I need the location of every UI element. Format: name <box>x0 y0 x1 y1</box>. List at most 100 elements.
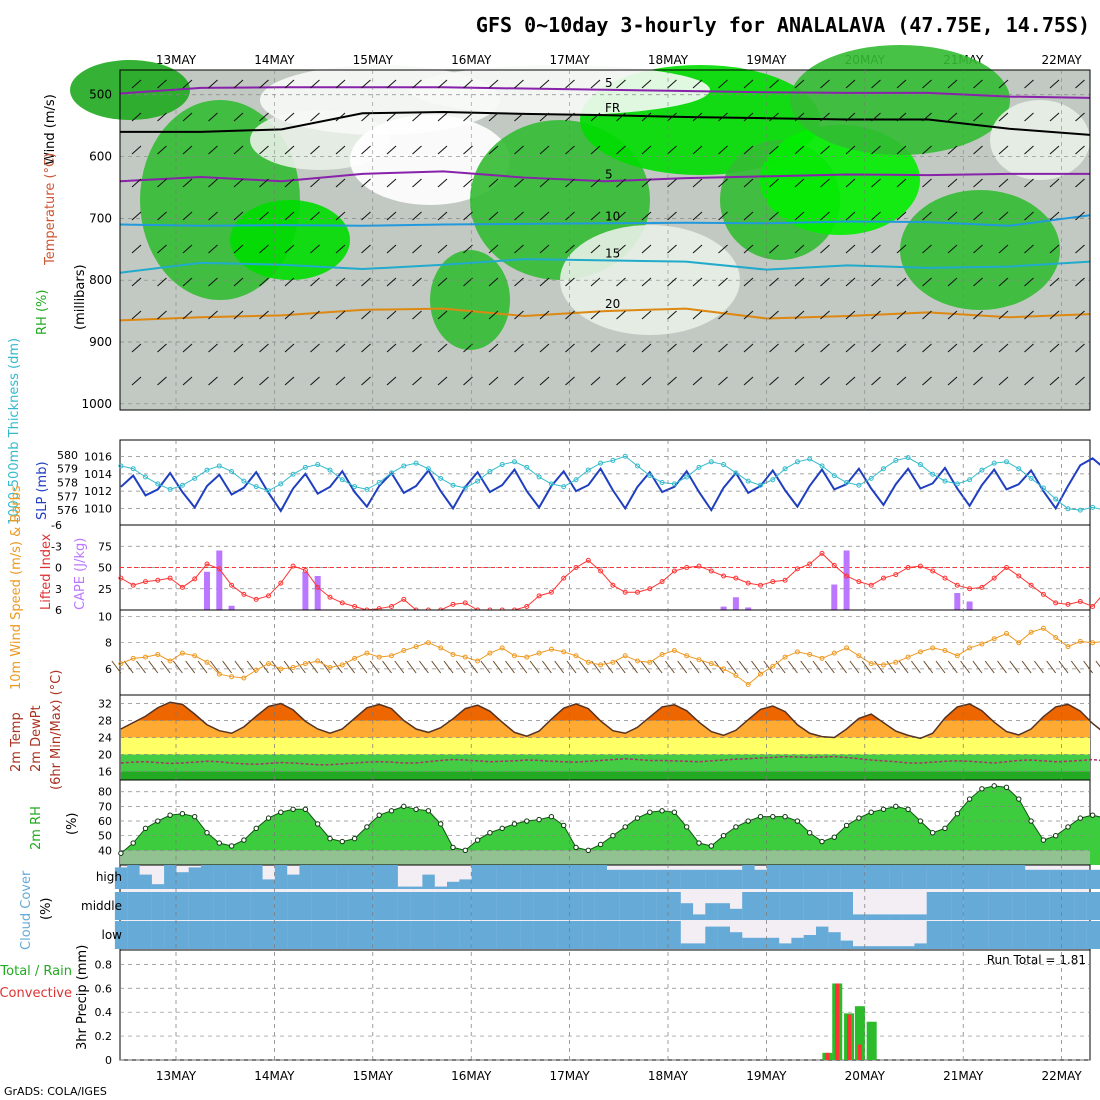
cloud-bar <box>791 937 804 949</box>
cloud-bar <box>164 921 177 949</box>
cloud-bar <box>877 946 890 949</box>
upper-wind-barb <box>871 79 881 89</box>
upper-wind-barb <box>973 211 983 221</box>
rh-area <box>120 785 1100 865</box>
surface-wind-barb <box>1095 660 1100 668</box>
upper-wind-barb <box>310 310 320 320</box>
upper-wind-barb <box>922 145 932 155</box>
cloud-bar <box>200 865 214 889</box>
wind-tick-label: 10 <box>98 611 112 624</box>
rh-point <box>462 847 468 854</box>
rh-point <box>314 821 321 827</box>
wind-speed-point <box>179 650 185 656</box>
surface-wind-barb <box>1070 660 1081 674</box>
cloud-bar <box>164 865 177 889</box>
isotherm-line <box>119 214 1091 227</box>
cloud-bar <box>779 892 792 920</box>
upper-wind-barb <box>973 79 983 89</box>
rh-point <box>216 840 222 846</box>
precip-total-bar <box>866 1021 877 1060</box>
upper-wind-barb <box>259 145 269 155</box>
upper-wind-barb <box>182 343 193 353</box>
wind-speed-point <box>167 658 173 664</box>
wind-speed-point <box>278 666 284 672</box>
thickness-point <box>155 481 161 487</box>
rh-point <box>905 806 911 813</box>
surface-wind-barb <box>197 660 208 674</box>
upper-wind-barb <box>310 277 320 287</box>
li-tick-label: -6 <box>51 519 62 532</box>
upper-wind-barb <box>412 310 422 320</box>
thickness-point <box>930 471 936 477</box>
upper-wind-barb <box>310 376 320 386</box>
thickness-point <box>302 464 308 470</box>
upper-wind-barb <box>922 376 932 386</box>
upper-wind-barb <box>131 178 142 188</box>
cloud-bar <box>397 886 411 889</box>
upper-wind-barb <box>667 112 677 122</box>
upper-wind-barb <box>386 145 397 155</box>
cape-bar <box>966 601 973 610</box>
wind-speed-point <box>352 655 358 661</box>
cloud-bar <box>188 867 202 889</box>
upper-wind-barb <box>947 112 958 122</box>
wind-speed-point <box>893 659 899 665</box>
lifted-index-point <box>634 589 640 595</box>
thickness-point <box>290 471 296 477</box>
cloud-bar <box>287 892 300 920</box>
upper-wind-barb <box>743 178 754 188</box>
thickness-ylabel: 1000-500mb Thickness (dm) <box>7 338 22 525</box>
surface-wind-barb <box>738 660 749 674</box>
cloud-bar <box>287 874 300 889</box>
surface-wind-barb <box>480 660 491 674</box>
upper-wind-barb <box>233 112 244 122</box>
upper-wind-barb <box>820 277 830 287</box>
lifted-index-point <box>954 582 960 588</box>
upper-wind-barb <box>361 277 371 287</box>
cloud-bar <box>938 892 952 920</box>
wind-speed-point <box>585 659 591 665</box>
upper-wind-barb <box>616 376 626 386</box>
cloud-bar <box>336 892 349 920</box>
lifted-index-point <box>942 575 948 581</box>
slp-tick-label: 1010 <box>84 502 112 515</box>
lifted-index-point <box>610 582 616 588</box>
rh-point <box>425 808 432 814</box>
upper-wind-barb <box>616 277 626 287</box>
wind-speed-point <box>1090 640 1096 646</box>
top-date-label: 22MAY <box>1041 53 1082 67</box>
cape-bar <box>843 550 850 610</box>
rh-point <box>413 806 419 813</box>
thickness-point <box>561 484 567 490</box>
cloud-bar <box>373 921 386 949</box>
upper-wind-barb <box>1075 145 1085 155</box>
upper-wind-barb <box>616 79 626 89</box>
wind-speed-point <box>1053 634 1059 640</box>
upper-wind-barb <box>1024 211 1034 221</box>
wind-speed-point <box>130 655 136 661</box>
wind-speed-point <box>499 645 505 651</box>
cloud-bar <box>114 921 128 949</box>
upper-wind-barb <box>616 145 626 155</box>
cloud-bar <box>754 869 767 889</box>
wind-speed-point <box>930 645 936 651</box>
upper-wind-barb <box>616 178 626 188</box>
wind-speed-point <box>905 654 911 660</box>
minmax-ylabel: (6hr Min/Max) (°C) <box>49 670 64 790</box>
rh-point <box>659 808 665 814</box>
cloud-bar <box>299 892 312 920</box>
thickness-point <box>130 466 136 472</box>
upper-wind-barb <box>616 310 626 320</box>
upper-wind-barb <box>820 112 830 122</box>
cloud-bar <box>1012 921 1026 949</box>
upper-wind-barb <box>973 178 983 188</box>
upper-wind-barb <box>794 277 805 287</box>
upper-wind-barb <box>1049 244 1060 254</box>
upper-wind-barb <box>539 79 550 89</box>
top-date-label: 16MAY <box>451 53 492 67</box>
thickness-point <box>339 477 345 483</box>
upper-wind-barb <box>310 211 320 221</box>
wind-speed-point <box>634 658 640 664</box>
cloud-bar <box>742 892 755 920</box>
thickness-point <box>770 477 776 483</box>
